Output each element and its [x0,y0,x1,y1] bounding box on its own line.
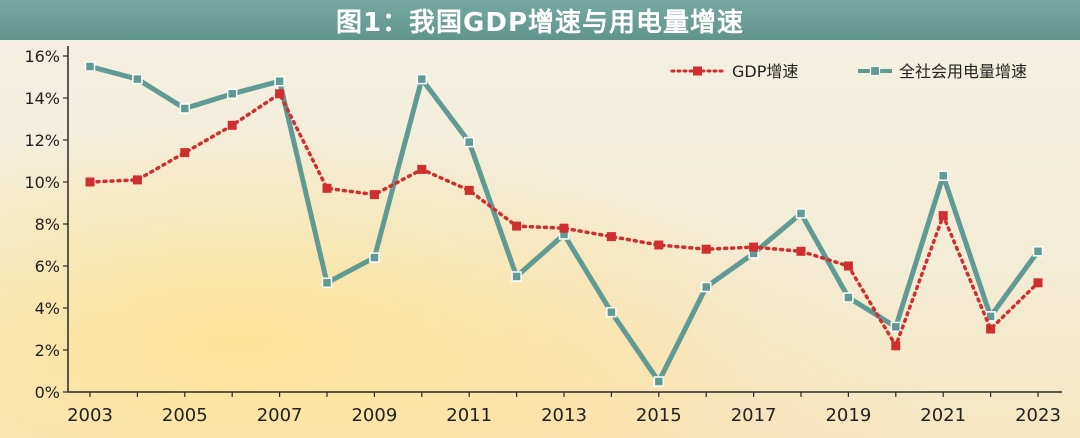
y-tick-label: 16% [24,47,60,66]
data-point [843,261,853,271]
data-point [512,221,522,231]
data-point [1032,246,1044,257]
x-tick-label: 2021 [920,405,966,426]
data-point [891,341,901,351]
y-tick-label: 6% [35,257,60,276]
x-tick-label: 2009 [351,405,397,426]
data-point [653,376,665,387]
data-point [511,271,522,282]
legend: GDP增速 全社会用电量增速 [670,62,1027,81]
x-tick-label: 2015 [636,405,682,426]
data-point [85,177,95,187]
y-axis-ticks: 0% 2% 4% 6% 8% 10% 12% 14% 16% [24,47,68,402]
data-point [321,277,333,289]
legend-gdp-marker [693,66,702,76]
legend-power-label: 全社会用电量增速 [899,62,1027,81]
data-point [795,208,807,219]
data-point [606,306,617,318]
series-power [84,61,1044,387]
y-tick-label: 14% [24,89,60,108]
data-point [369,190,379,200]
chart-title: 图1：我国GDP增速与用电量增速 [335,7,745,38]
data-point [463,136,475,148]
data-point [464,185,474,195]
x-tick-label: 2007 [257,405,303,426]
data-point [227,120,237,130]
data-point [132,175,142,185]
data-point [937,170,949,181]
data-point [322,183,332,193]
data-point [700,281,712,293]
legend-gdp-label: GDP增速 [732,62,798,81]
data-point [417,164,427,174]
data-point [749,242,759,252]
data-point [654,240,664,250]
data-point [180,148,190,158]
y-tick-label: 4% [35,299,60,318]
y-tick-label: 8% [35,215,60,234]
data-point [226,88,238,100]
data-point [938,211,948,221]
data-point [84,61,96,72]
data-point [416,73,428,85]
x-tick-label: 2005 [162,405,208,426]
data-point [132,73,143,85]
x-axis-ticks: 2003 2005 2007 2009 2011 2013 2015 2017 2019 2021… [67,392,1061,426]
x-tick-label: 2017 [731,405,777,426]
data-point [843,292,854,303]
data-point [274,75,285,87]
x-tick-label: 2013 [541,405,587,426]
data-point [796,246,806,256]
y-tick-label: 0% [35,383,60,402]
data-point [275,89,285,99]
data-point [985,311,996,322]
x-tick-label: 2019 [825,405,871,426]
x-tick-label: 2023 [1015,405,1061,426]
data-point [701,244,711,254]
y-tick-label: 2% [35,341,60,360]
y-tick-label: 10% [24,173,60,192]
data-point [986,324,996,334]
x-tick-label: 2003 [67,405,113,426]
x-tick-label: 2011 [446,405,492,426]
series-line [88,91,1040,350]
data-point [559,223,569,233]
data-point [369,252,380,263]
data-point [606,232,616,242]
data-point [1033,278,1043,288]
series-layer [84,61,1044,387]
title-banner: 图1：我国GDP增速与用电量增速 [0,0,1080,40]
legend-power-marker [869,65,881,77]
data-point [890,321,902,333]
data-point [179,103,191,114]
y-tick-label: 12% [24,131,60,150]
series-gdp [85,89,1043,351]
